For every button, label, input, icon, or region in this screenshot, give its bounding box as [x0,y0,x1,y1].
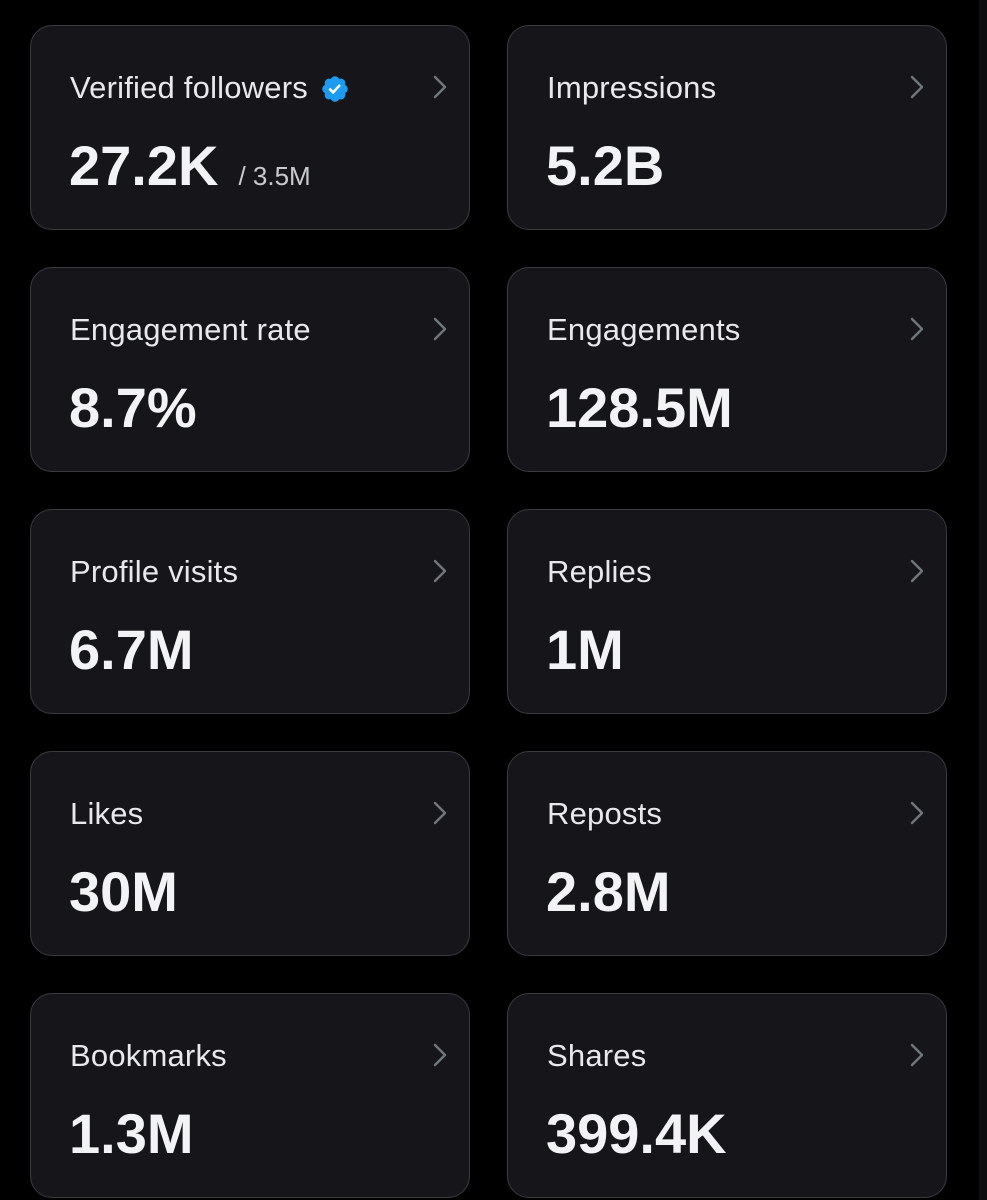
card-value: 5.2B [546,134,665,197]
card-label: Bookmarks [70,1038,227,1073]
card-profile-visits[interactable]: Profile visits 6.7M [30,509,470,714]
card-label: Impressions [547,70,717,105]
chevron-right-icon [910,801,924,825]
card-value: 6.7M [69,618,194,681]
chevron-right-icon [433,801,447,825]
verified-badge-icon [322,76,348,102]
chevron-right-icon [433,1043,447,1067]
card-engagements[interactable]: Engagements 128.5M [507,267,947,472]
card-value: 8.7% [69,376,197,439]
card-value: 399.4K [546,1102,727,1165]
card-value: 27.2K [69,134,219,197]
card-value: 128.5M [546,376,733,439]
card-verified-followers[interactable]: Verified followers 27.2K / 3.5M [30,25,470,230]
card-label: Profile visits [70,554,239,589]
card-engagement-rate[interactable]: Engagement rate 8.7% [30,267,470,472]
card-label: Engagements [547,312,741,347]
card-bookmarks[interactable]: Bookmarks 1.3M [30,993,470,1198]
card-value-wrap: 27.2K / 3.5M [69,133,311,198]
card-value: 1M [546,618,624,681]
chevron-right-icon [433,75,447,99]
chevron-right-icon [433,559,447,583]
card-label: Reposts [547,796,663,831]
card-label: Engagement rate [70,312,311,347]
chevron-right-icon [433,317,447,341]
chevron-right-icon [910,317,924,341]
card-subvalue: / 3.5M [238,161,311,191]
card-value: 2.8M [546,860,671,923]
analytics-grid: Verified followers 27.2K / 3.5M Impressi… [30,25,947,1198]
card-impressions[interactable]: Impressions 5.2B [507,25,947,230]
card-replies[interactable]: Replies 1M [507,509,947,714]
card-label: Replies [547,554,652,589]
card-likes[interactable]: Likes 30M [30,751,470,956]
card-label: Shares [547,1038,647,1073]
card-label: Verified followers [70,70,308,105]
card-value: 1.3M [69,1102,194,1165]
card-value: 30M [69,860,178,923]
chevron-right-icon [910,75,924,99]
card-reposts[interactable]: Reposts 2.8M [507,751,947,956]
card-label: Likes [70,796,144,831]
page-edge [979,0,987,1200]
chevron-right-icon [910,559,924,583]
card-label-wrap: Verified followers [70,70,350,106]
chevron-right-icon [910,1043,924,1067]
card-shares[interactable]: Shares 399.4K [507,993,947,1198]
